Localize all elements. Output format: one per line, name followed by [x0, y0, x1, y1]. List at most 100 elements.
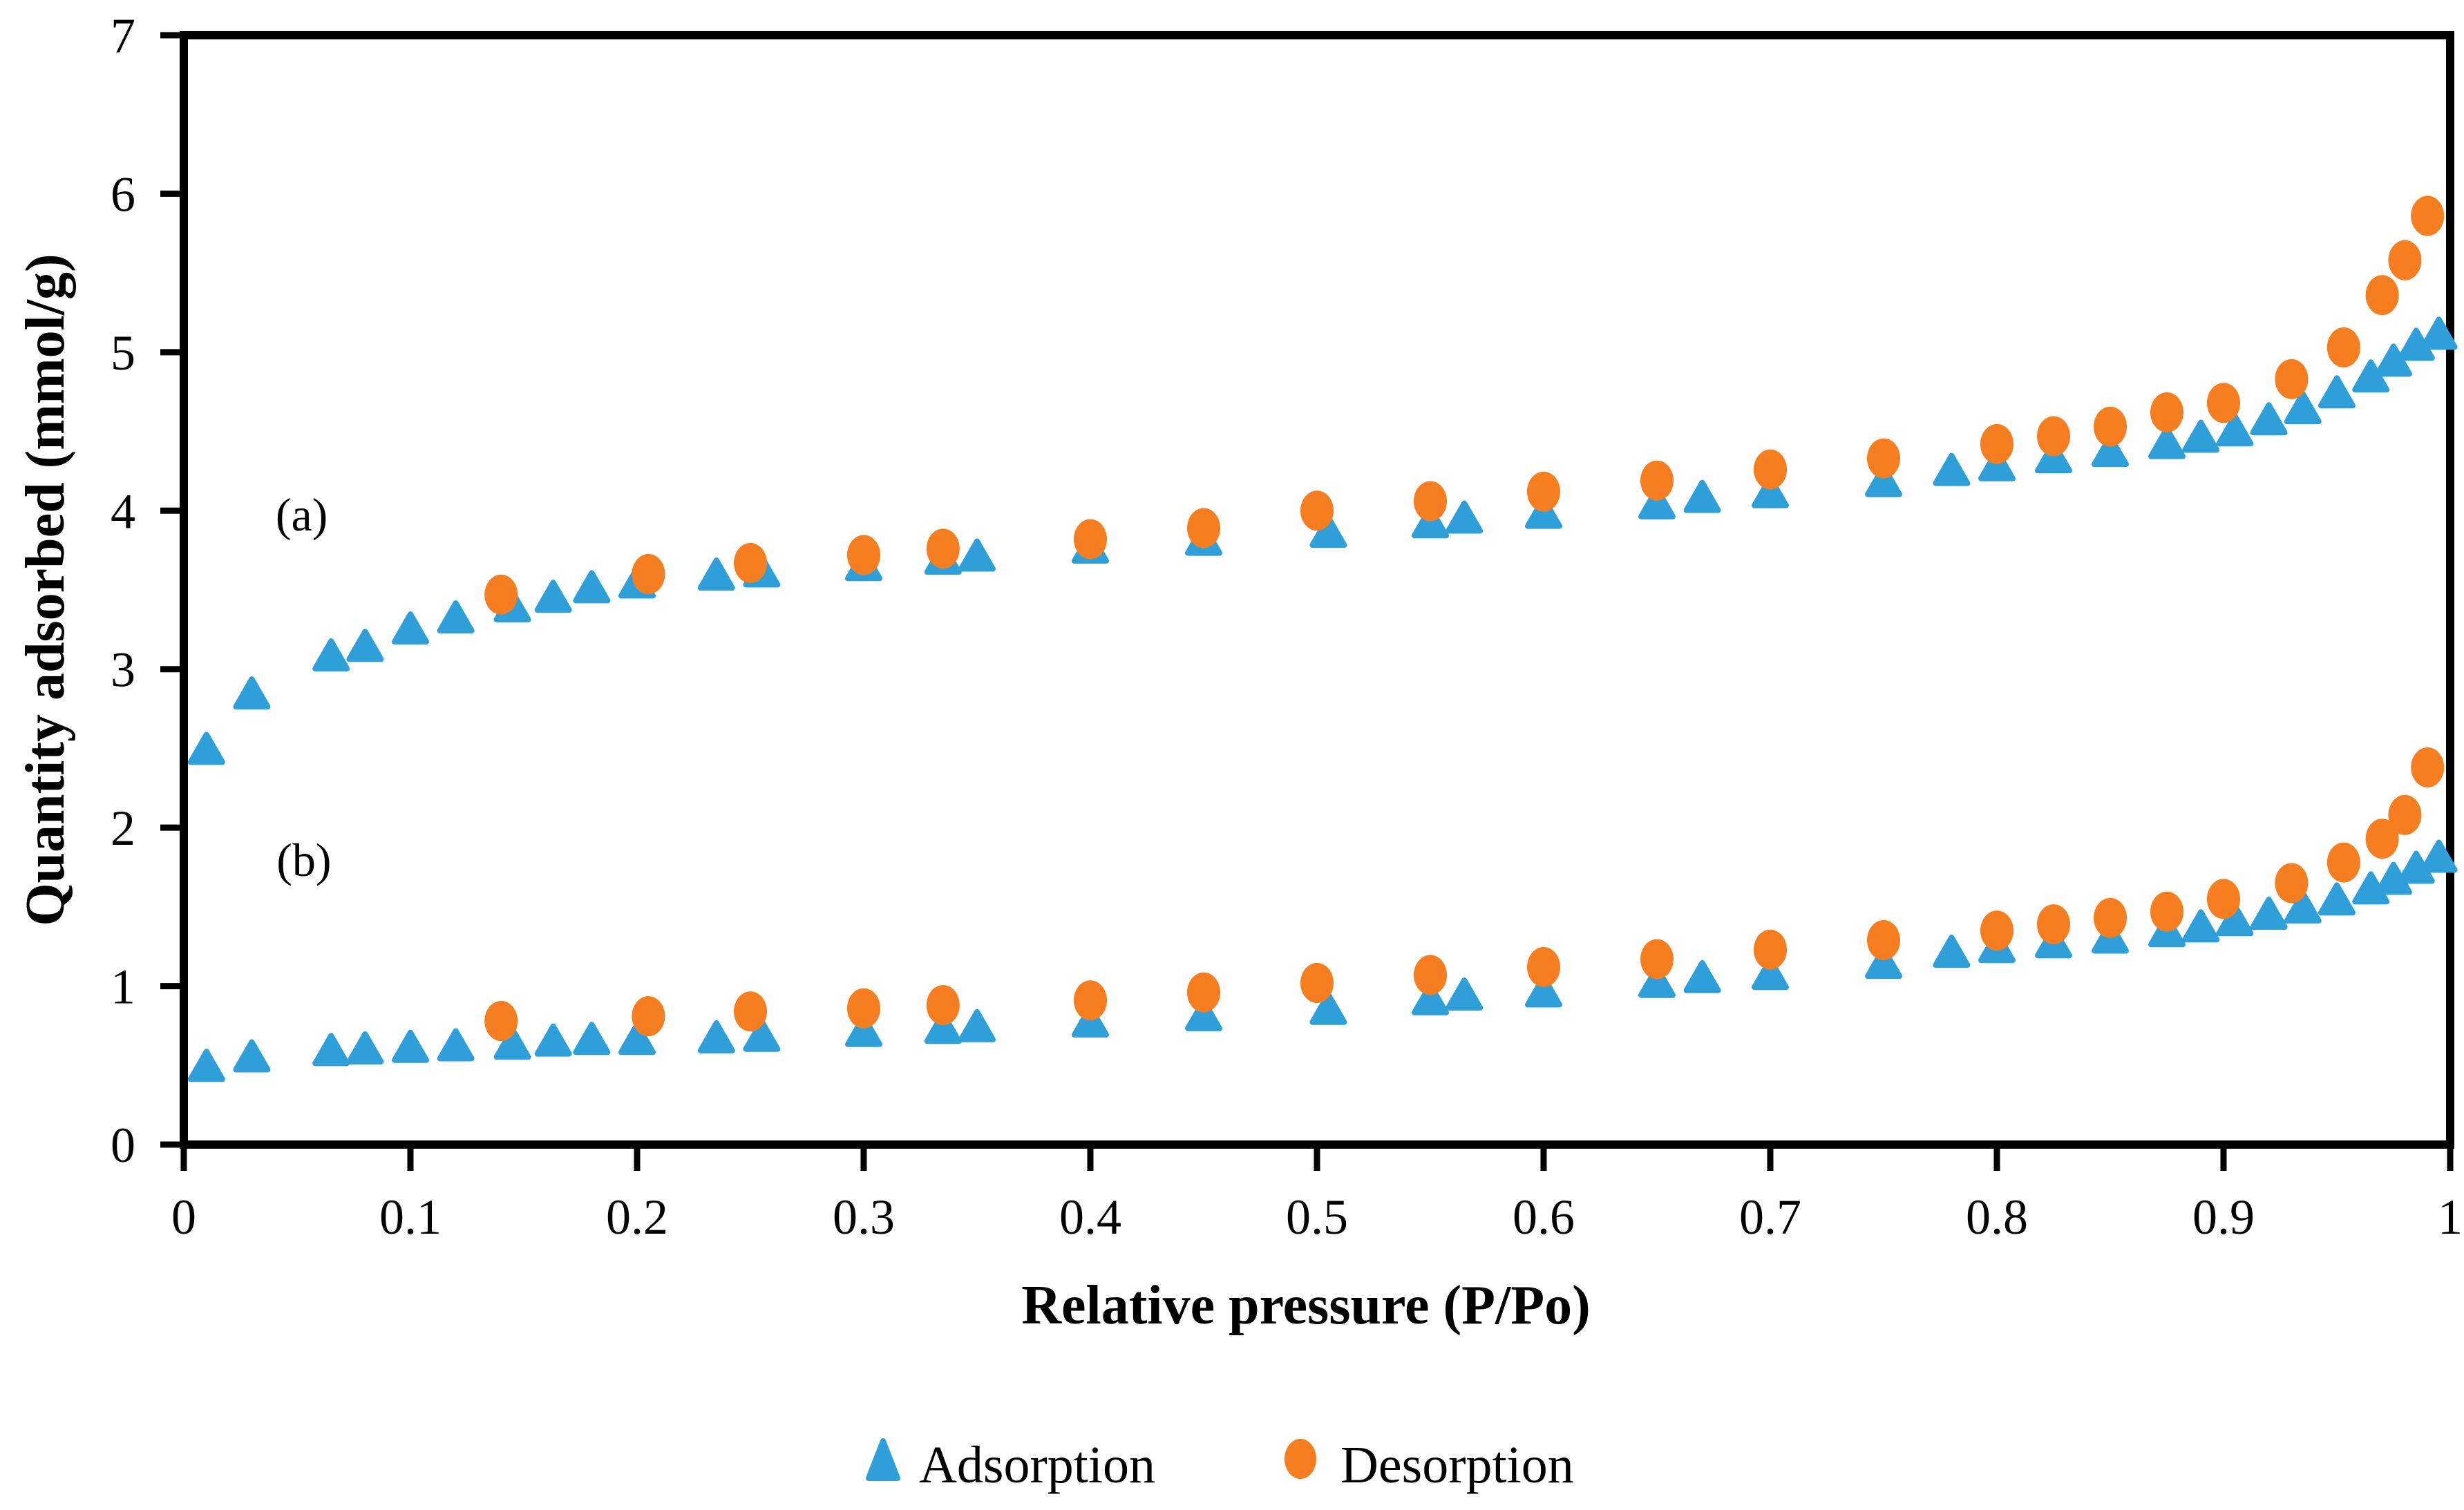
triangle-marker: [1446, 500, 1484, 534]
triangle-marker: [697, 1020, 735, 1053]
y-tick-label: 3: [111, 642, 135, 698]
y-axis-tick-labels: 0 1 2 3 4 5 6 7: [111, 8, 135, 1173]
triangle-marker: [2182, 419, 2220, 453]
circle-marker: [734, 991, 767, 1032]
triangle-marker: [312, 1033, 350, 1067]
x-tick-label: 0.2: [606, 1189, 668, 1245]
circle-marker: [2275, 863, 2309, 904]
x-tick-label: 0.3: [833, 1189, 895, 1245]
y-tick-label: 4: [111, 484, 135, 539]
circle-marker: [926, 985, 960, 1026]
triangle-marker: [1752, 957, 1789, 991]
triangle-marker: [1683, 959, 1721, 993]
y-tick-label: 0: [111, 1118, 135, 1173]
triangle-marker: [1309, 991, 1347, 1025]
circle-marker: [1640, 460, 1674, 501]
triangle-marker: [2420, 316, 2458, 350]
desorption-b--series: [484, 747, 2445, 1042]
circle-marker: [484, 574, 518, 615]
circle-marker: [632, 554, 665, 595]
adsorption-b--series: [187, 839, 2458, 1082]
circle-marker: [2094, 897, 2127, 938]
circle-marker: [1187, 508, 1220, 548]
circle-marker: [2326, 842, 2360, 883]
triangle-marker: [2216, 903, 2254, 937]
circle-marker: [1527, 471, 1560, 512]
triangle-marker: [1525, 974, 1562, 1008]
y-tick-label: 2: [111, 801, 135, 856]
triangle-marker: [2284, 890, 2322, 924]
triangle-marker: [2250, 897, 2288, 930]
desorption-legend-marker: [1285, 1439, 1316, 1479]
circle-marker: [2150, 392, 2183, 433]
triangle-marker: [958, 538, 996, 572]
y-tick-label: 6: [111, 166, 135, 222]
x-tick-label: 0.9: [2192, 1189, 2255, 1245]
triangle-marker: [1865, 946, 1902, 979]
triangle-marker: [493, 1026, 531, 1060]
circle-marker: [2037, 416, 2070, 457]
triangle-marker: [2318, 882, 2356, 916]
triangle-marker: [2148, 426, 2186, 459]
triangle-marker: [697, 557, 735, 591]
triangle-marker: [346, 629, 384, 662]
circle-marker: [2275, 359, 2309, 399]
triangle-marker: [233, 676, 271, 710]
circle-marker: [1754, 449, 1787, 490]
triangle-marker: [1933, 935, 1971, 968]
circle-marker: [2388, 794, 2422, 835]
x-tick-label: 0.7: [1739, 1189, 1801, 1245]
x-tick-label: 1: [2438, 1189, 2463, 1245]
triangle-marker: [1309, 515, 1347, 548]
x-tick-label: 0.4: [1059, 1189, 1121, 1245]
x-tick-label: 0: [171, 1189, 196, 1245]
triangle-marker: [2318, 375, 2356, 409]
circle-marker: [847, 988, 880, 1029]
circle-marker: [2094, 406, 2127, 447]
circle-marker: [1414, 955, 1447, 995]
circle-marker: [2207, 383, 2240, 423]
triangle-marker: [1933, 452, 1971, 486]
circle-marker: [1980, 423, 2013, 464]
circle-marker: [1074, 980, 1107, 1021]
triangle-marker: [573, 1022, 611, 1055]
desorption-a--series: [484, 195, 2445, 615]
curve-a-label: (a): [276, 488, 328, 541]
x-axis-tick-labels: 0 0.1 0.2 0.3 0.4 0.5 0.6 0.7 0.8 0.9 1: [171, 1189, 2463, 1245]
data-series: [187, 195, 2458, 1082]
circle-marker: [2150, 891, 2183, 932]
triangle-marker: [187, 1049, 225, 1082]
triangle-marker: [312, 638, 350, 672]
adsorption-legend-label: Adsorption: [919, 1436, 1155, 1494]
triangle-marker: [618, 1022, 656, 1055]
triangle-marker: [534, 1023, 572, 1057]
triangle-marker: [2284, 391, 2322, 425]
curve-b-label: (b): [276, 834, 331, 886]
triangle-marker: [437, 1028, 475, 1062]
desorption-legend-label: Desorption: [1340, 1436, 1574, 1494]
circle-marker: [1640, 939, 1674, 979]
triangle-marker: [1638, 486, 1676, 519]
triangle-marker: [2035, 440, 2072, 474]
triangle-marker: [1752, 475, 1789, 508]
circle-marker: [1527, 947, 1560, 988]
triangle-marker: [1865, 463, 1902, 497]
circle-marker: [926, 528, 960, 569]
triangle-marker: [1185, 997, 1222, 1031]
circle-marker: [2207, 879, 2240, 919]
triangle-marker: [437, 600, 475, 634]
y-tick-label: 7: [111, 8, 135, 64]
triangle-marker: [924, 1011, 962, 1044]
circle-marker: [2326, 327, 2360, 367]
circle-marker: [2411, 747, 2445, 787]
circle-marker: [1300, 962, 1334, 1003]
circle-marker: [2365, 275, 2399, 316]
y-axis-title: Quantity adsorbed (mmol/g): [15, 254, 76, 926]
circle-marker: [734, 542, 767, 583]
triangle-marker: [2216, 413, 2254, 447]
triangle-marker: [2182, 909, 2220, 943]
circle-marker: [1980, 910, 2013, 951]
circle-marker: [2365, 819, 2399, 859]
